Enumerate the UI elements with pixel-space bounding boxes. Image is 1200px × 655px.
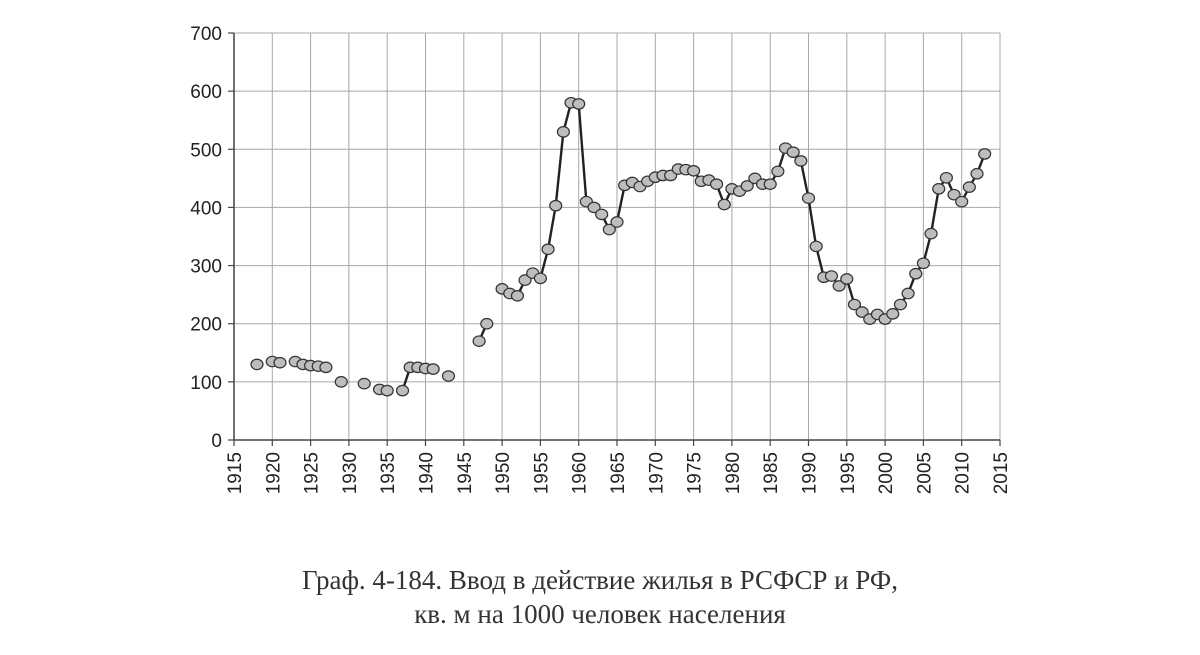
data-point [319,361,333,374]
data-point [549,199,563,212]
data-point [840,273,854,285]
x-tick-label: 1930 [340,452,361,494]
x-tick-label: 1935 [378,452,399,494]
data-point [610,216,624,228]
x-tick-label: 2005 [914,452,935,494]
data-point [709,178,724,190]
data-point [832,280,846,292]
data-point [273,356,287,369]
y-tick-label: 600 [190,82,222,103]
data-point [686,164,701,177]
data-point [932,183,946,195]
data-point [250,358,264,371]
data-point [441,370,456,382]
data-point [510,290,525,302]
x-tick-label: 1985 [761,452,782,494]
x-tick-label: 1925 [302,452,323,494]
data-point [794,155,808,167]
x-tick-label: 1950 [493,452,514,494]
data-point [572,98,586,110]
y-tick-label: 200 [190,315,222,336]
y-tick-label: 400 [190,198,222,219]
data-point [855,306,869,318]
data-point [334,376,348,388]
data-point [480,317,494,330]
data-point [909,267,923,280]
x-tick-label: 1940 [417,452,438,494]
y-tick-label: 0 [211,431,222,452]
data-point [970,167,984,180]
data-point [962,181,976,193]
x-tick-label: 1920 [263,452,284,494]
x-tick-label: 1970 [646,452,667,494]
data-point [595,208,609,221]
data-point [602,223,616,236]
data-point [978,148,992,160]
x-tick-label: 1995 [838,452,859,494]
x-tick-label: 1960 [570,452,591,494]
data-point [541,243,555,256]
data-point [847,298,862,311]
x-tick-label: 2015 [991,452,1012,494]
data-point [556,126,570,138]
data-point [916,257,931,270]
data-point [886,308,900,320]
chart-caption-line-1: Граф. 4-184. Ввод в действие жилья в РСФ… [302,565,898,595]
data-point [901,287,915,300]
data-point [809,240,823,253]
data-point [740,180,754,192]
x-tick-label: 1975 [685,452,706,494]
data-point [893,298,908,311]
x-tick-label: 2010 [953,452,974,494]
data-point [824,270,839,282]
data-point [924,227,938,240]
data-point [518,274,532,286]
data-point [472,335,486,347]
data-point [717,198,731,211]
x-tick-label: 1945 [455,452,476,494]
data-point [939,171,953,184]
data-point [395,384,410,397]
data-point [380,384,394,397]
data-point [357,377,371,390]
line-chart: 0 100 200 300 400 500 600 700 1915 1920 1925 1930 19… [190,24,1012,494]
x-tick-label: 1965 [608,452,629,494]
y-tick-label: 100 [190,373,222,394]
y-tick-label: 500 [190,140,222,161]
x-tick-label: 1955 [531,452,552,494]
data-point [947,188,961,201]
y-tick-label: 700 [190,24,222,45]
data-point [763,178,777,190]
x-tick-label: 1990 [800,452,821,494]
data-point [955,195,969,208]
x-tick-label: 1915 [225,452,246,494]
x-tick-label: 1980 [723,452,744,494]
y-tick-label: 300 [190,257,222,278]
data-point [587,201,601,214]
x-tick-label: 2000 [876,452,897,494]
data-point [786,146,800,158]
chart-caption-line-2: кв. м на 1000 человек населения [414,599,786,629]
data-point [801,192,816,204]
data-point [771,165,785,178]
data-point [426,363,440,375]
data-point [533,272,548,285]
